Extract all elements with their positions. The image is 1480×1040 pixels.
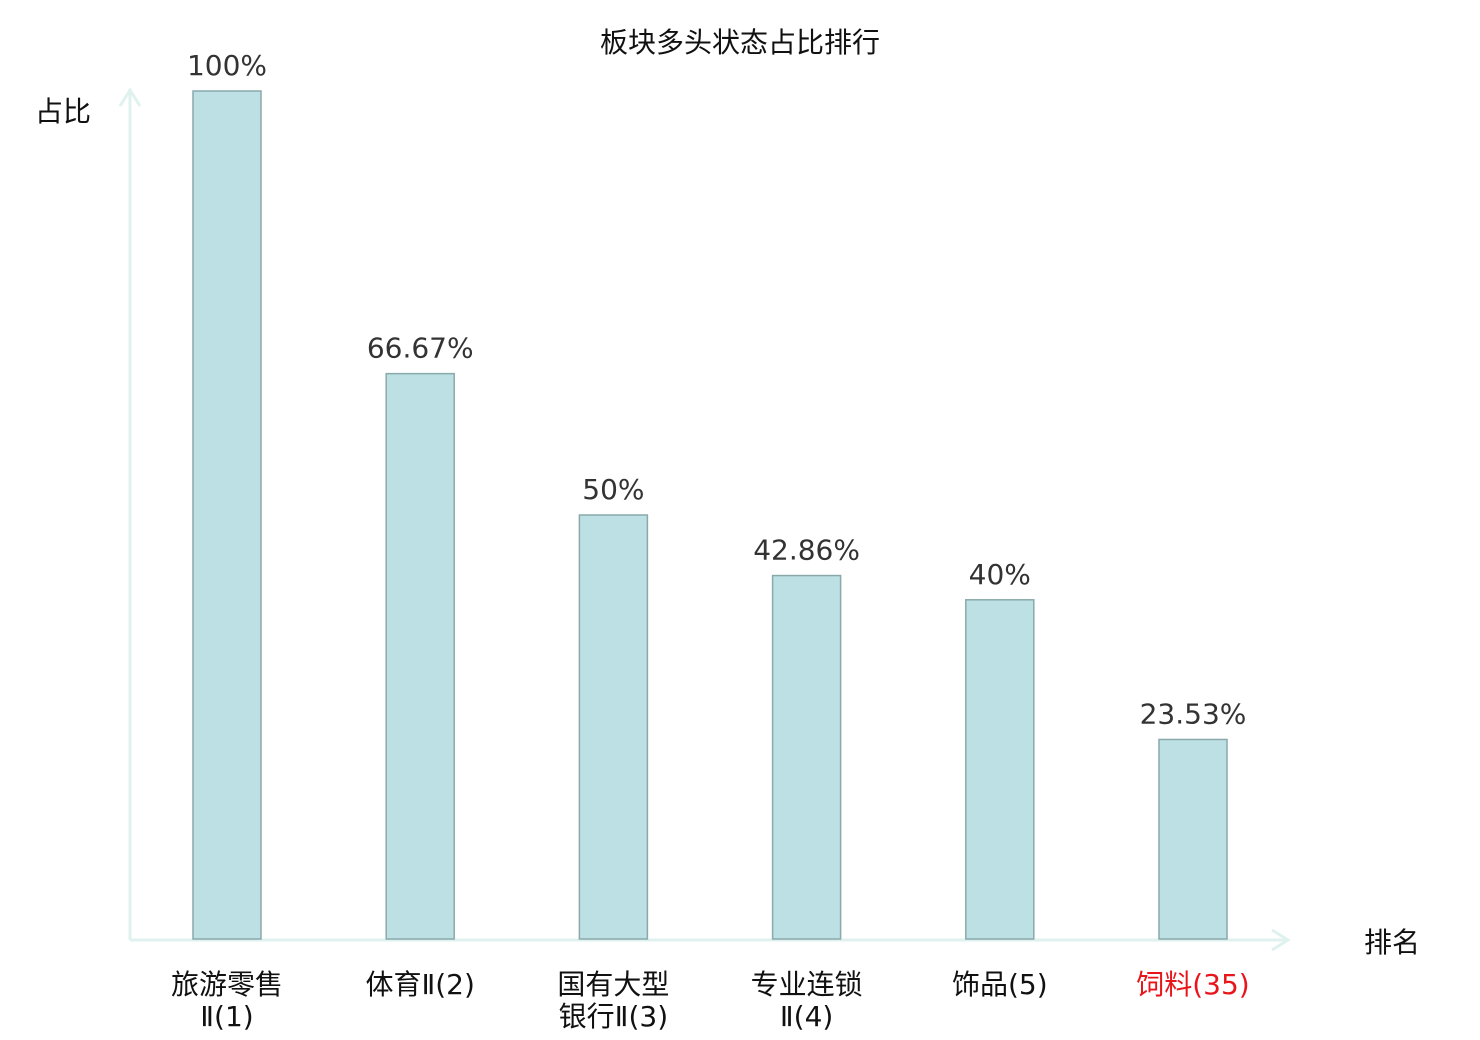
data-label: 42.86% [753,534,860,567]
x-tick-label: 专业连锁 [751,968,863,1001]
bar [1158,738,1228,940]
bar [192,90,262,940]
data-label: 100% [187,49,267,82]
x-tick-label: Ⅱ(1) [200,1000,253,1033]
bar [385,372,455,940]
y-axis-arrow-icon [118,87,142,107]
data-label: 23.53% [1140,697,1247,730]
x-axis-arrow-icon [1271,928,1291,952]
x-tick-label: 饰品(5) [952,968,1048,1001]
x-tick-label: 饲料(35) [1136,968,1249,1001]
bar [771,574,842,940]
data-label: 40% [969,558,1031,591]
y-axis-label: 占比 [35,95,91,128]
x-tick-label: 国有大型 [557,968,669,1001]
bar [578,514,649,940]
chart-title: 板块多头状态占比排行 [600,26,880,59]
data-label: 50% [582,473,644,506]
data-label: 66.67% [367,332,474,365]
bar [965,599,1035,940]
x-tick-label: 体育Ⅱ(2) [365,968,474,1001]
x-tick-label: Ⅱ(4) [780,1000,833,1033]
x-tick-label: 旅游零售 [171,968,283,1001]
x-axis-label: 排名 [1364,926,1420,959]
x-tick-label: 银行Ⅱ(3) [559,1000,668,1033]
